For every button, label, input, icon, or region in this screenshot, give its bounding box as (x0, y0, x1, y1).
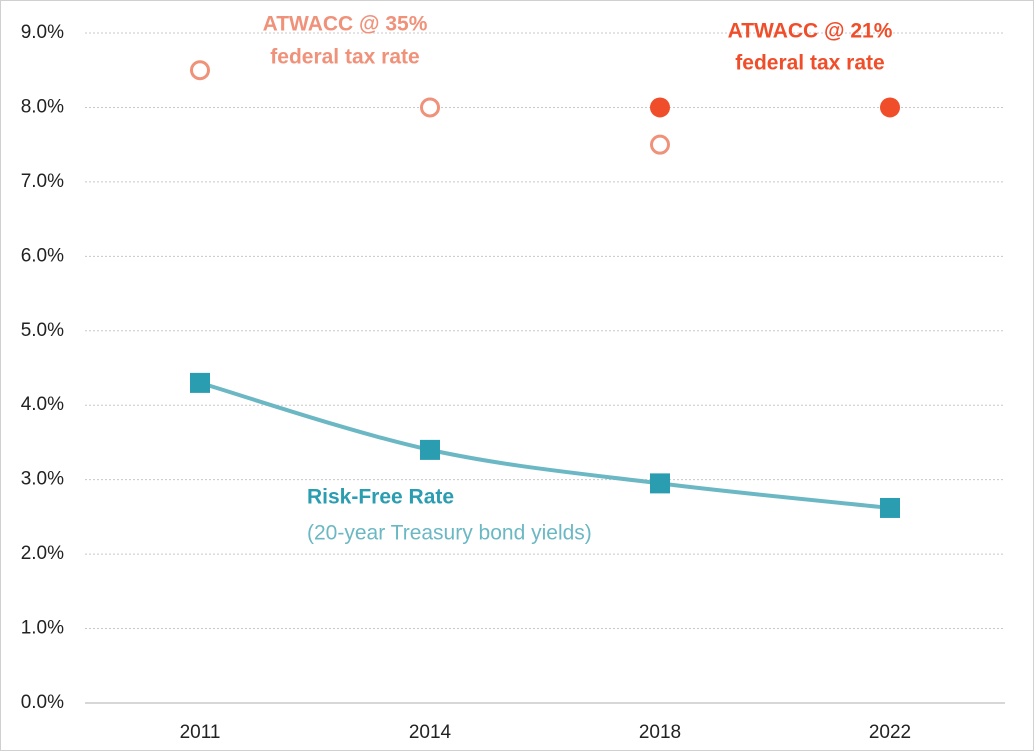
series-note: federal tax rate (270, 46, 419, 69)
y-tick-label: 9.0% (21, 22, 64, 43)
y-tick-label: 1.0% (21, 618, 64, 639)
y-tick-label: 8.0% (21, 96, 64, 117)
y-tick-label: 5.0% (21, 320, 64, 341)
y-tick-label: 2.0% (21, 543, 64, 564)
x-tick-label: 2018 (639, 722, 681, 743)
y-tick-label: 0.0% (21, 692, 64, 713)
x-tick-label: 2014 (409, 722, 452, 743)
square-marker (650, 473, 670, 494)
y-tick-label: 3.0% (21, 469, 64, 490)
open-circle-marker (420, 97, 440, 118)
series-label: Risk-Free Rate (307, 486, 454, 509)
series-label: ATWACC @ 35% (263, 13, 428, 36)
y-tick-label: 4.0% (21, 394, 64, 415)
y-tick-label: 7.0% (21, 171, 64, 192)
x-tick-label: 2022 (869, 722, 911, 743)
circle-marker (880, 97, 900, 118)
series-note: (20-year Treasury bond yields) (307, 522, 592, 545)
circle-marker (650, 97, 670, 118)
square-marker (420, 439, 440, 460)
series-note: federal tax rate (735, 52, 884, 75)
square-marker (190, 372, 210, 393)
series-line (199, 380, 891, 510)
open-circle-marker (650, 134, 670, 155)
open-circle-marker (190, 60, 210, 81)
square-marker (880, 497, 900, 518)
x-tick-label: 2011 (180, 722, 221, 743)
y-tick-label: 6.0% (21, 245, 64, 266)
series-label: ATWACC @ 21% (728, 20, 893, 43)
